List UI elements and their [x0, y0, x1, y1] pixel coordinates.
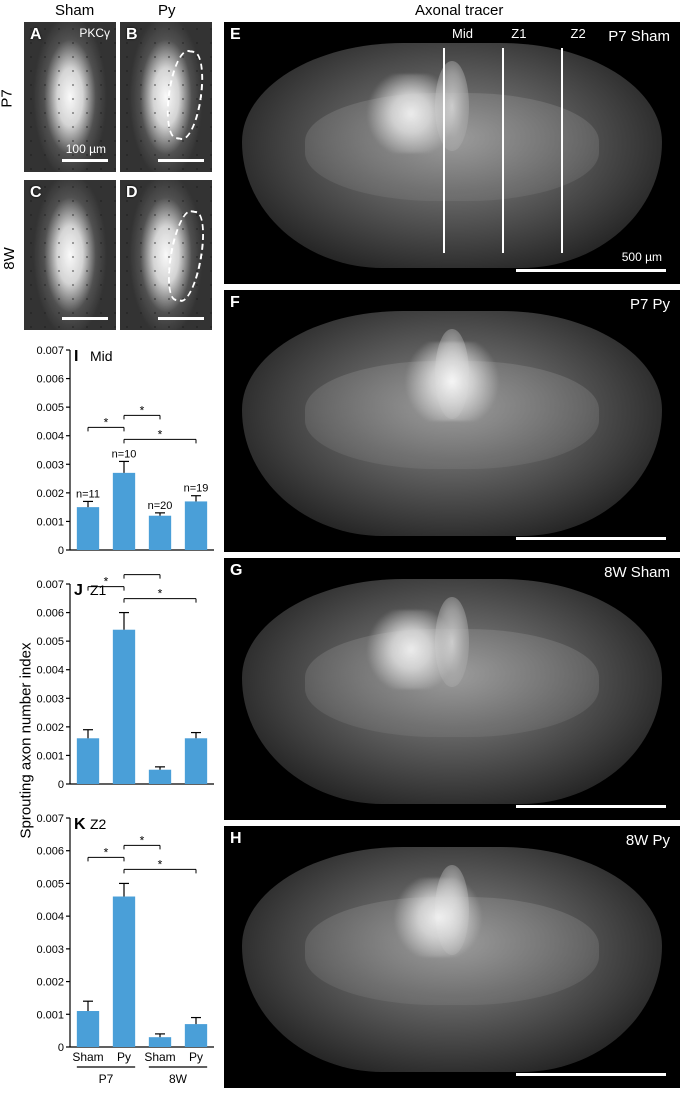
- svg-text:0.007: 0.007: [36, 579, 64, 591]
- svg-text:Py: Py: [117, 1050, 131, 1064]
- svg-text:0.007: 0.007: [36, 813, 64, 825]
- brain-g: G 8W Sham: [224, 558, 680, 820]
- svg-text:0.007: 0.007: [36, 345, 64, 357]
- svg-text:n=19: n=19: [184, 483, 209, 495]
- row-label-p7: P7: [0, 89, 16, 107]
- chart-j: 00.0010.0020.0030.0040.0050.0060.007****…: [28, 570, 218, 798]
- brain-label-g: 8W Sham: [604, 564, 670, 581]
- svg-text:*: *: [140, 570, 145, 577]
- panel-letter-a: A: [30, 26, 42, 44]
- svg-text:0: 0: [58, 545, 64, 557]
- panel-letter-k: K: [74, 816, 86, 834]
- scalebar-a: [62, 159, 108, 162]
- zone-line-z1: [502, 48, 504, 252]
- svg-text:0.005: 0.005: [36, 636, 64, 648]
- panel-letter-d: D: [126, 184, 138, 202]
- zone-label-z2: Z2: [571, 26, 586, 41]
- svg-text:Sham: Sham: [72, 1050, 103, 1064]
- brain-h: H 8W Py: [224, 826, 680, 1088]
- svg-text:0: 0: [58, 779, 64, 791]
- brain-f: F P7 Py: [224, 290, 680, 552]
- chart-i: 0 0.001 0.002 0.003 0.004 0.005 0.006 0.007 n=11…: [28, 336, 218, 564]
- scalebar-500-label: 500 µm: [622, 250, 662, 264]
- micrograph-a: A PKCγ 100 µm: [24, 22, 116, 172]
- micrograph-c: C: [24, 180, 116, 330]
- svg-text:0: 0: [58, 1042, 64, 1054]
- panel-letter-j: J: [74, 582, 83, 600]
- zone-label-mid: Mid: [452, 26, 473, 41]
- scalebar-d: [158, 317, 204, 320]
- svg-text:*: *: [140, 403, 145, 417]
- svg-text:Sham: Sham: [144, 1050, 175, 1064]
- micrograph-b: B: [120, 22, 212, 172]
- svg-text:0.006: 0.006: [36, 846, 64, 858]
- scalebar-100-label: 100 µm: [66, 142, 106, 156]
- brain-label-f: P7 Py: [630, 296, 670, 313]
- svg-text:0.001: 0.001: [36, 1009, 64, 1021]
- panel-letter-h: H: [230, 830, 242, 848]
- zone-label-z1: Z1: [511, 26, 526, 41]
- panel-letter-e: E: [230, 26, 241, 44]
- svg-text:0.006: 0.006: [36, 374, 64, 386]
- svg-text:n=10: n=10: [112, 448, 137, 460]
- scalebar-f: [516, 537, 666, 540]
- svg-text:0.003: 0.003: [36, 459, 64, 471]
- svg-text:*: *: [158, 427, 163, 441]
- chart-sub-k: Z2: [90, 816, 106, 832]
- chart-sub-j: Z1: [90, 582, 106, 598]
- row-label-8w: 8W: [1, 247, 18, 270]
- svg-text:*: *: [104, 415, 109, 429]
- brain-e: E P7 Sham Mid Z1 Z2 500 µm: [224, 22, 680, 284]
- svg-text:0.005: 0.005: [36, 402, 64, 414]
- svg-text:*: *: [140, 833, 145, 847]
- col-header-py: Py: [158, 2, 176, 19]
- svg-text:0.001: 0.001: [36, 750, 64, 762]
- svg-text:0.002: 0.002: [36, 977, 64, 989]
- scalebar-e: [516, 269, 666, 272]
- panel-letter-f: F: [230, 294, 240, 312]
- svg-text:8W: 8W: [169, 1072, 188, 1086]
- svg-text:0.003: 0.003: [36, 944, 64, 956]
- svg-text:0.006: 0.006: [36, 608, 64, 620]
- svg-text:0.004: 0.004: [36, 911, 64, 923]
- svg-text:P7: P7: [99, 1072, 114, 1086]
- svg-text:n=20: n=20: [148, 500, 173, 512]
- svg-text:0.004: 0.004: [36, 431, 64, 443]
- svg-text:0.002: 0.002: [36, 488, 64, 500]
- svg-text:*: *: [158, 587, 163, 601]
- scalebar-h: [516, 1073, 666, 1076]
- svg-text:*: *: [158, 857, 163, 871]
- svg-text:0.003: 0.003: [36, 693, 64, 705]
- panel-letter-c: C: [30, 184, 42, 202]
- zone-line-mid: [443, 48, 445, 252]
- scalebar-g: [516, 805, 666, 808]
- svg-text:0.002: 0.002: [36, 722, 64, 734]
- scalebar-b: [158, 159, 204, 162]
- svg-text:0.005: 0.005: [36, 878, 64, 890]
- chart-k: 0 0.001 0.002 0.003 0.004 0.005 0.006 0.007 * * * S…: [28, 804, 218, 1099]
- panel-letter-g: G: [230, 562, 242, 580]
- zone-line-z2: [561, 48, 563, 252]
- svg-text:0.001: 0.001: [36, 516, 64, 528]
- brain-label-e: P7 Sham: [608, 28, 670, 45]
- axonal-tracer-title: Axonal tracer: [415, 2, 503, 19]
- chart-sub-i: Mid: [90, 348, 113, 364]
- svg-text:Py: Py: [189, 1050, 203, 1064]
- panel-letter-b: B: [126, 26, 138, 44]
- svg-text:*: *: [104, 845, 109, 859]
- scalebar-c: [62, 317, 108, 320]
- brain-label-h: 8W Py: [626, 832, 670, 849]
- svg-text:0.004: 0.004: [36, 665, 64, 677]
- col-header-sham: Sham: [55, 2, 94, 19]
- panel-letter-i: I: [74, 348, 78, 366]
- svg-text:n=11: n=11: [76, 488, 100, 500]
- micrograph-d: D: [120, 180, 212, 330]
- pkc-label: PKCγ: [79, 26, 110, 40]
